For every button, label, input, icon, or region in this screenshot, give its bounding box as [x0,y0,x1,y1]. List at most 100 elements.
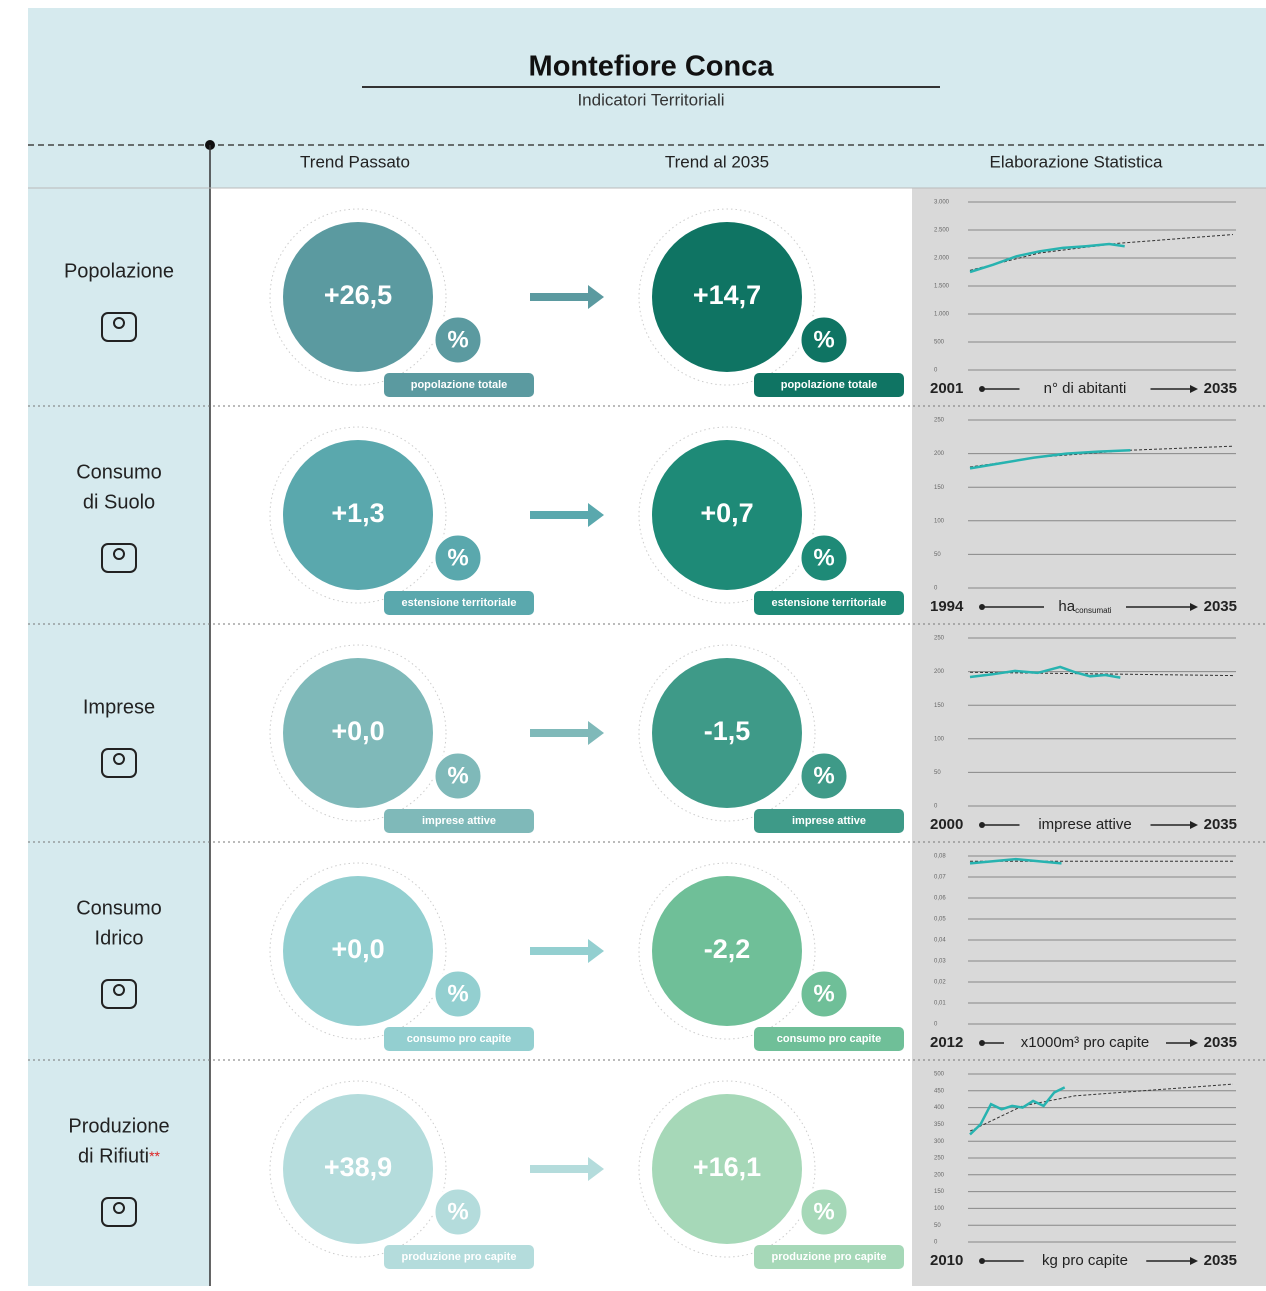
row-icon [101,748,137,778]
value-circle [652,440,802,590]
value-text: +26,5 [324,280,392,310]
caption-pill [384,1027,534,1051]
unit-badge [798,750,850,802]
label-mark: ** [149,1148,160,1164]
row-label: di Rifiuti** [78,1145,161,1167]
circle-halo [269,644,447,822]
row-icon [113,317,125,329]
circle-halo [638,862,816,1040]
unit-label: n° di abitanti [1044,380,1127,397]
circle-halo [638,1080,816,1258]
unit-text: % [447,1198,468,1225]
y-tick-label: 0 [934,804,938,810]
y-tick-label: 150 [934,485,945,491]
caption-text: produzione pro capite [402,1251,517,1263]
caption-pill [754,1027,904,1051]
caption-text: imprese attive [792,815,866,827]
y-tick-label: 500 [934,1072,945,1078]
x-start-label: 2010 [930,1252,963,1269]
y-tick-label: 250 [934,636,945,642]
row-label: di Suolo [83,491,155,513]
row-label: Consumo [76,897,162,919]
data-line [969,1086,1066,1136]
x-end-label: 2035 [1204,1034,1237,1051]
value-circle [652,222,802,372]
value-circle [283,222,433,372]
caption-text: popolazione totale [781,379,878,391]
y-tick-label: 150 [934,1189,945,1195]
y-tick-label: 250 [934,418,945,424]
data-line [969,242,1125,274]
row-icon [113,753,125,765]
axis-head [1190,821,1198,829]
caption-text: popolazione totale [411,379,508,391]
subtitle: Indicatori Territoriali [577,90,724,109]
unit-text: % [447,980,468,1007]
y-tick-label: 2.500 [934,228,950,234]
circle-halo [638,644,816,822]
caption-text: imprese attive [422,815,496,827]
trend-line [969,671,1234,677]
y-tick-label: 0 [934,1022,938,1028]
unit-text: % [813,544,834,571]
caption-pill [754,809,904,833]
data-line [969,665,1121,679]
row-label: Consumo [76,461,162,483]
row-icon [101,543,137,573]
unit-badge [432,314,484,366]
column-header: Trend Passato [300,152,410,171]
value-text: +38,9 [324,1152,392,1182]
y-tick-label: 500 [934,340,945,346]
circle-halo [638,426,816,604]
row-label: Popolazione [64,260,174,282]
circle-halo [638,208,816,386]
unit-label: x1000m³ pro capite [1021,1034,1149,1051]
x-end-label: 2035 [1204,816,1237,833]
y-tick-label: 0,04 [934,938,946,944]
caption-pill [384,809,534,833]
y-tick-label: 250 [934,1156,945,1162]
row-icon [113,548,125,560]
column-header: Elaborazione Statistica [990,152,1163,171]
y-tick-label: 450 [934,1088,945,1094]
y-tick-label: 3.000 [934,200,950,206]
column-header: Trend al 2035 [665,152,769,171]
value-text: +0,7 [700,498,753,528]
value-circle [283,1094,433,1244]
value-text: +0,0 [331,716,384,746]
axis-head [1190,1257,1198,1265]
value-circle [652,658,802,808]
value-circle [652,876,802,1026]
caption-pill [384,1245,534,1269]
unit-text: % [447,762,468,789]
arrow [530,939,604,963]
unit-badge [798,532,850,584]
row-label: Produzione [68,1115,169,1137]
x-start-label: 2001 [930,380,963,397]
row-icon [113,984,125,996]
y-tick-label: 0 [934,586,938,592]
unit-badge [432,532,484,584]
unit-badge [798,968,850,1020]
axis-dot [979,1040,985,1046]
y-tick-label: 400 [934,1105,945,1111]
y-tick-label: 0 [934,1240,938,1246]
y-tick-label: 100 [934,518,945,524]
value-text: +0,0 [331,934,384,964]
unit-text: % [813,1198,834,1225]
unit-label: imprese attive [1038,816,1131,833]
unit-text: % [447,544,468,571]
value-text: +14,7 [693,280,761,310]
y-tick-label: 0 [934,368,938,374]
axis-dot [979,1258,985,1264]
unit-text: % [813,980,834,1007]
y-tick-label: 1.000 [934,312,950,318]
caption-text: estensione territoriale [402,597,517,609]
unit-badge [798,314,850,366]
caption-text: consumo pro capite [777,1033,882,1045]
value-text: -2,2 [704,934,751,964]
value-circle [652,1094,802,1244]
value-circle [283,440,433,590]
unit-badge [432,750,484,802]
arrow [530,285,604,309]
